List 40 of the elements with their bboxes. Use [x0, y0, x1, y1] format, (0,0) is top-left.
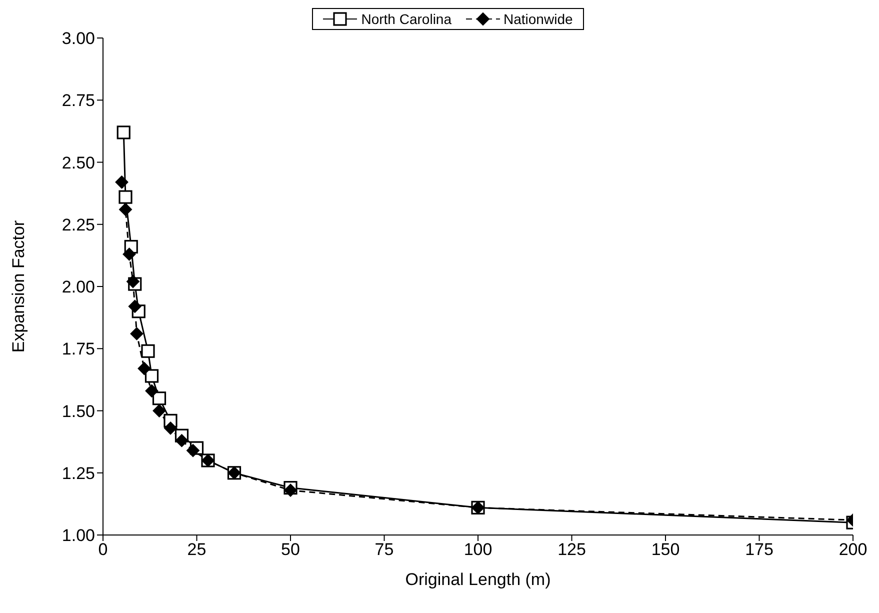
x-tick-label: 0 [98, 540, 108, 560]
point [152, 392, 166, 406]
point [116, 126, 130, 140]
point [175, 434, 188, 448]
y-tick-label: 1.50 [62, 402, 95, 421]
x-tick-label: 200 [838, 540, 868, 560]
x-tick-label: 25 [187, 540, 206, 560]
legend-label: North Carolina [360, 11, 452, 27]
point [118, 190, 132, 204]
point [144, 369, 159, 383]
x-tick-label: 125 [558, 540, 586, 560]
x-tick-label: 150 [651, 540, 680, 560]
point [141, 344, 155, 358]
y-tick-label: 2.25 [62, 215, 95, 234]
y-tick-label: 2.50 [62, 153, 95, 172]
point [115, 176, 128, 189]
point [128, 300, 142, 313]
point [126, 275, 140, 288]
y-tick-label: 2.00 [62, 278, 95, 297]
y-tick-label: 1.00 [62, 526, 95, 546]
y-tick-label: 2.75 [62, 91, 95, 110]
x-tick-label: 50 [281, 540, 300, 560]
point [119, 202, 132, 216]
legend-label: Nationwide [502, 11, 573, 27]
point [130, 327, 144, 340]
point [164, 422, 177, 435]
y-tick-label: 1.75 [62, 340, 95, 359]
point [145, 384, 158, 398]
y-tick-label: 3.00 [62, 29, 95, 48]
x-tick-label: 175 [745, 540, 774, 560]
x-tick-label: 100 [464, 540, 492, 560]
y-axis-title: Expansion Factor [9, 220, 28, 353]
point [186, 444, 200, 458]
x-tick-label: 75 [374, 540, 394, 560]
point [138, 362, 151, 376]
point [152, 404, 166, 418]
x-axis-title: Original Length (m) [405, 570, 551, 589]
point [284, 484, 297, 497]
point [122, 248, 136, 261]
y-tick-label: 1.25 [62, 464, 95, 483]
